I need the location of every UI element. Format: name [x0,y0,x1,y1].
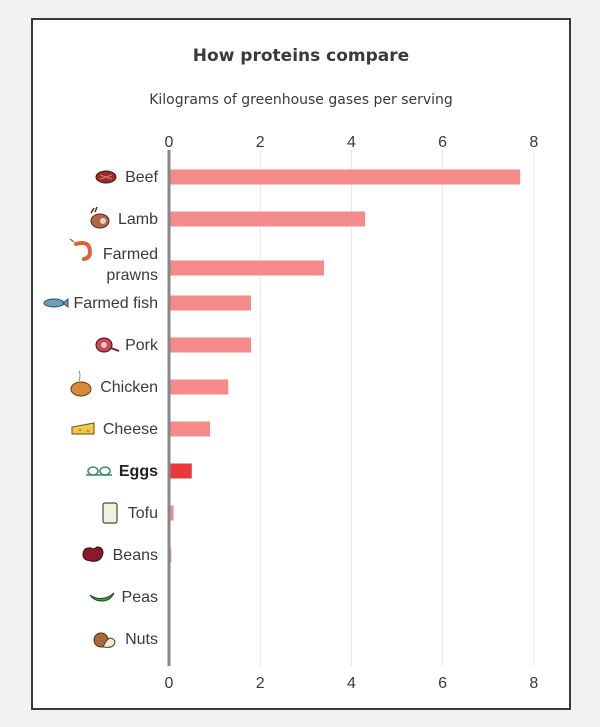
eggs-icon [86,466,112,476]
nuts-icon [93,632,116,648]
bar [169,505,174,521]
x-tick-label-top: 8 [529,134,538,151]
x-tick-label-bottom: 2 [256,675,265,692]
category-label: Pork [125,337,159,354]
bar [169,169,521,185]
x-tick-label-top: 2 [256,134,265,151]
category-label: Nuts [125,631,158,648]
tofu-icon [102,502,118,524]
bar [169,379,229,395]
ham-icon [95,337,120,353]
x-tick-label-bottom: 0 [165,675,174,692]
x-tick-label-bottom: 4 [347,675,356,692]
steak-icon [95,170,117,184]
bar [169,421,211,437]
x-tick-label-top: 6 [438,134,447,151]
bar [169,211,366,227]
roast-chicken-icon [70,370,92,397]
bar [169,337,252,353]
pea-pod-icon [89,592,115,602]
category-label: Chicken [100,379,158,396]
category-label: Tofu [128,505,158,522]
prawn-icon [69,238,93,261]
lamb-leg-icon [90,206,110,229]
fish-icon [43,297,69,309]
chart-subtitle: Kilograms of greenhouse gases per servin… [149,92,453,108]
category-label: Farmed [103,246,158,263]
x-tick-label-bottom: 8 [529,675,538,692]
x-tick-label-top: 0 [165,134,174,151]
bean-icon [82,546,104,562]
x-tick-label-top: 4 [347,134,356,151]
chart-title: How proteins compare [192,46,410,66]
bar [169,260,325,276]
chart-card: How proteins compare Kilograms of greenh… [31,18,571,710]
bar [169,295,252,311]
bar [169,463,192,479]
category-label: Lamb [118,211,158,228]
category-label: Beef [125,169,158,186]
bar-chart: 0 0 2 2 4 4 6 6 8 8 Beef Lamb Farmed prawns Farmed fis… [43,134,538,692]
category-label: prawns [106,267,158,284]
category-label: Farmed fish [74,295,158,312]
category-label: Peas [122,589,158,606]
category-label: Cheese [103,421,158,438]
category-label: Beans [113,547,158,564]
x-tick-label-bottom: 6 [438,675,447,692]
cheese-icon [71,422,95,435]
category-label: Eggs [119,463,158,480]
